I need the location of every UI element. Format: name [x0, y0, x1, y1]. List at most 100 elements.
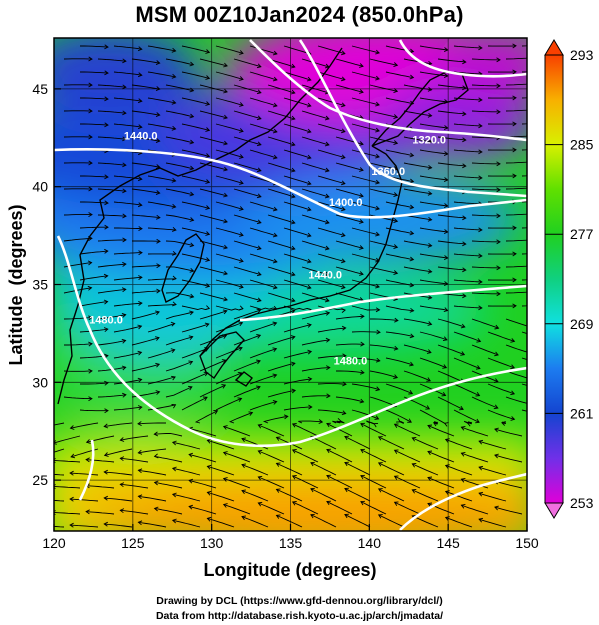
- streamline-arrowhead: [393, 62, 399, 68]
- streamline-arrowhead: [222, 309, 228, 315]
- streamline-arrowhead: [375, 127, 380, 133]
- streamline-arrowhead: [153, 431, 159, 437]
- streamline-arrowhead: [496, 109, 501, 115]
- streamline: [394, 423, 421, 437]
- streamline-arrowhead: [409, 230, 415, 236]
- streamline-arrowhead: [393, 114, 399, 120]
- streamline-arrowhead: [137, 72, 143, 78]
- streamline-arrowhead: [138, 275, 143, 280]
- streamline-arrowhead: [171, 73, 177, 79]
- streamline: [267, 266, 295, 276]
- streamline-arrowhead: [359, 398, 365, 404]
- streamline-arrowhead: [475, 365, 481, 370]
- streamline: [301, 367, 330, 372]
- streamline: [233, 292, 262, 302]
- streamline-arrowhead: [496, 291, 501, 297]
- streamline-arrowhead: [340, 102, 346, 108]
- streamline-arrowhead: [530, 238, 534, 242]
- streamline-arrowhead: [37, 426, 41, 430]
- streamline: [181, 149, 210, 157]
- streamline-arrowhead: [377, 514, 383, 519]
- streamline: [199, 58, 228, 67]
- streamline-arrowhead: [153, 506, 159, 512]
- streamline-arrowhead: [272, 373, 278, 379]
- streamline-arrowhead: [257, 449, 263, 455]
- streamline-arrowhead: [155, 390, 161, 395]
- streamline: [366, 420, 375, 425]
- streamline: [403, 58, 432, 65]
- streamline-arrowhead: [393, 374, 399, 379]
- streamline: [267, 136, 295, 146]
- credit-drawing: Drawing by DCL (https://www.gfd-dennou.o…: [156, 595, 443, 607]
- streamline-arrowhead: [275, 436, 281, 441]
- streamline: [437, 266, 466, 271]
- streamline: [267, 240, 295, 250]
- streamline: [403, 266, 432, 273]
- streamline: [181, 305, 210, 310]
- streamline: [233, 136, 262, 146]
- streamline-arrowhead: [393, 218, 399, 224]
- streamline: [131, 363, 160, 372]
- streamline-arrowhead: [206, 438, 212, 444]
- streamline: [412, 489, 439, 502]
- streamline-arrowhead: [496, 57, 501, 63]
- streamline-arrowhead: [256, 89, 262, 95]
- streamline-arrowhead: [171, 203, 177, 209]
- streamline: [188, 427, 217, 437]
- streamline-arrowhead: [512, 43, 517, 49]
- streamline-arrowhead: [122, 237, 127, 243]
- streamline-arrowhead: [325, 310, 331, 316]
- streamline: [351, 279, 380, 288]
- streamline: [351, 45, 380, 54]
- streamline-arrowhead: [272, 258, 278, 264]
- streamline: [80, 45, 109, 48]
- streamline-arrowhead: [291, 388, 297, 394]
- streamline: [63, 237, 92, 242]
- streamline-arrowhead: [408, 390, 414, 395]
- streamline: [453, 201, 482, 205]
- streamline-arrowhead: [155, 60, 161, 66]
- streamline-arrowhead: [256, 63, 262, 69]
- streamline-arrowhead: [104, 44, 109, 50]
- streamline-arrowhead: [290, 115, 296, 121]
- streamline: [233, 188, 262, 198]
- streamline-arrowhead: [324, 115, 330, 121]
- streamline: [453, 279, 482, 283]
- streamline: [199, 110, 228, 119]
- streamline: [403, 318, 432, 325]
- streamline: [505, 83, 527, 86]
- streamline: [181, 201, 210, 209]
- streamline-arrowhead: [290, 271, 296, 277]
- streamline-arrowhead: [443, 203, 449, 209]
- streamline: [147, 304, 177, 307]
- streamline: [147, 376, 176, 385]
- streamline: [131, 214, 160, 219]
- streamline: [344, 514, 371, 528]
- contour-label: 1480.0: [334, 356, 368, 368]
- streamline-arrowhead: [375, 179, 380, 185]
- streamline: [317, 45, 346, 55]
- streamline-arrowhead: [530, 56, 534, 60]
- streamline-arrowhead: [88, 368, 93, 374]
- streamline-arrowhead: [496, 239, 501, 245]
- streamline-arrowhead: [375, 49, 380, 55]
- streamline-arrowhead: [462, 215, 467, 221]
- streamline-arrowhead: [426, 349, 432, 354]
- streamline: [317, 279, 346, 289]
- streamline-arrowhead: [427, 424, 433, 430]
- streamline-arrowhead: [137, 124, 143, 130]
- streamline-arrowhead: [171, 125, 177, 131]
- streamline-arrowhead: [206, 516, 212, 522]
- streamline-arrowhead: [529, 351, 533, 355]
- streamline: [505, 344, 527, 353]
- streamline-arrowhead: [223, 114, 228, 120]
- streamline: [317, 149, 346, 159]
- streamline-arrowhead: [171, 177, 177, 183]
- streamline-arrowhead: [530, 212, 534, 216]
- streamline: [298, 420, 323, 424]
- streamline-arrowhead: [376, 329, 381, 335]
- contour-label: 1320.0: [412, 135, 446, 147]
- y-axis: 25 30 35 40 45: [32, 81, 61, 488]
- streamline: [113, 351, 142, 359]
- streamline-arrowhead: [427, 216, 433, 222]
